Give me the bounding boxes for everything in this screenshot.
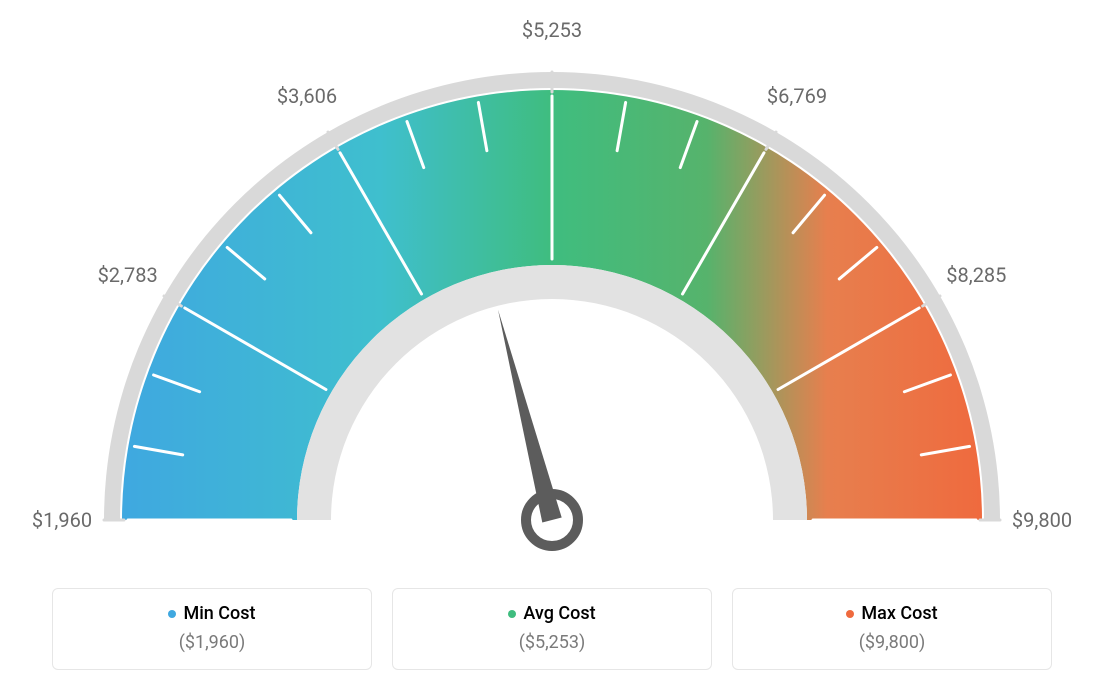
legend-label: Avg Cost [523, 603, 595, 624]
gauge-tick-label: $6,769 [767, 84, 827, 108]
legend-value-min: ($1,960) [63, 632, 361, 653]
legend-label: Min Cost [183, 603, 255, 624]
legend-card-max: Max Cost ($9,800) [732, 588, 1052, 671]
gauge-tick-label: $2,783 [98, 263, 158, 287]
legend-value-avg: ($5,253) [403, 632, 701, 653]
dot-icon [168, 610, 176, 618]
cost-gauge: $1,960$2,783$3,606$5,253$6,769$8,285$9,8… [62, 30, 1042, 570]
legend-title-avg: Avg Cost [508, 603, 595, 624]
gauge-tick-label: $9,800 [1012, 508, 1072, 532]
gauge-tick-label: $1,960 [32, 508, 92, 532]
legend-value-max: ($9,800) [743, 632, 1041, 653]
legend-title-min: Min Cost [168, 603, 255, 624]
gauge-tick-label: $8,285 [946, 263, 1006, 287]
gauge-tick-label: $5,253 [522, 18, 582, 42]
legend-title-max: Max Cost [846, 603, 937, 624]
legend-card-avg: Avg Cost ($5,253) [392, 588, 712, 671]
gauge-tick-label: $3,606 [277, 84, 337, 108]
dot-icon [846, 610, 854, 618]
legend-card-min: Min Cost ($1,960) [52, 588, 372, 671]
legend-label: Max Cost [861, 603, 937, 624]
legend-row: Min Cost ($1,960) Avg Cost ($5,253) Max … [0, 588, 1104, 671]
dot-icon [508, 610, 516, 618]
gauge-svg [62, 30, 1042, 570]
